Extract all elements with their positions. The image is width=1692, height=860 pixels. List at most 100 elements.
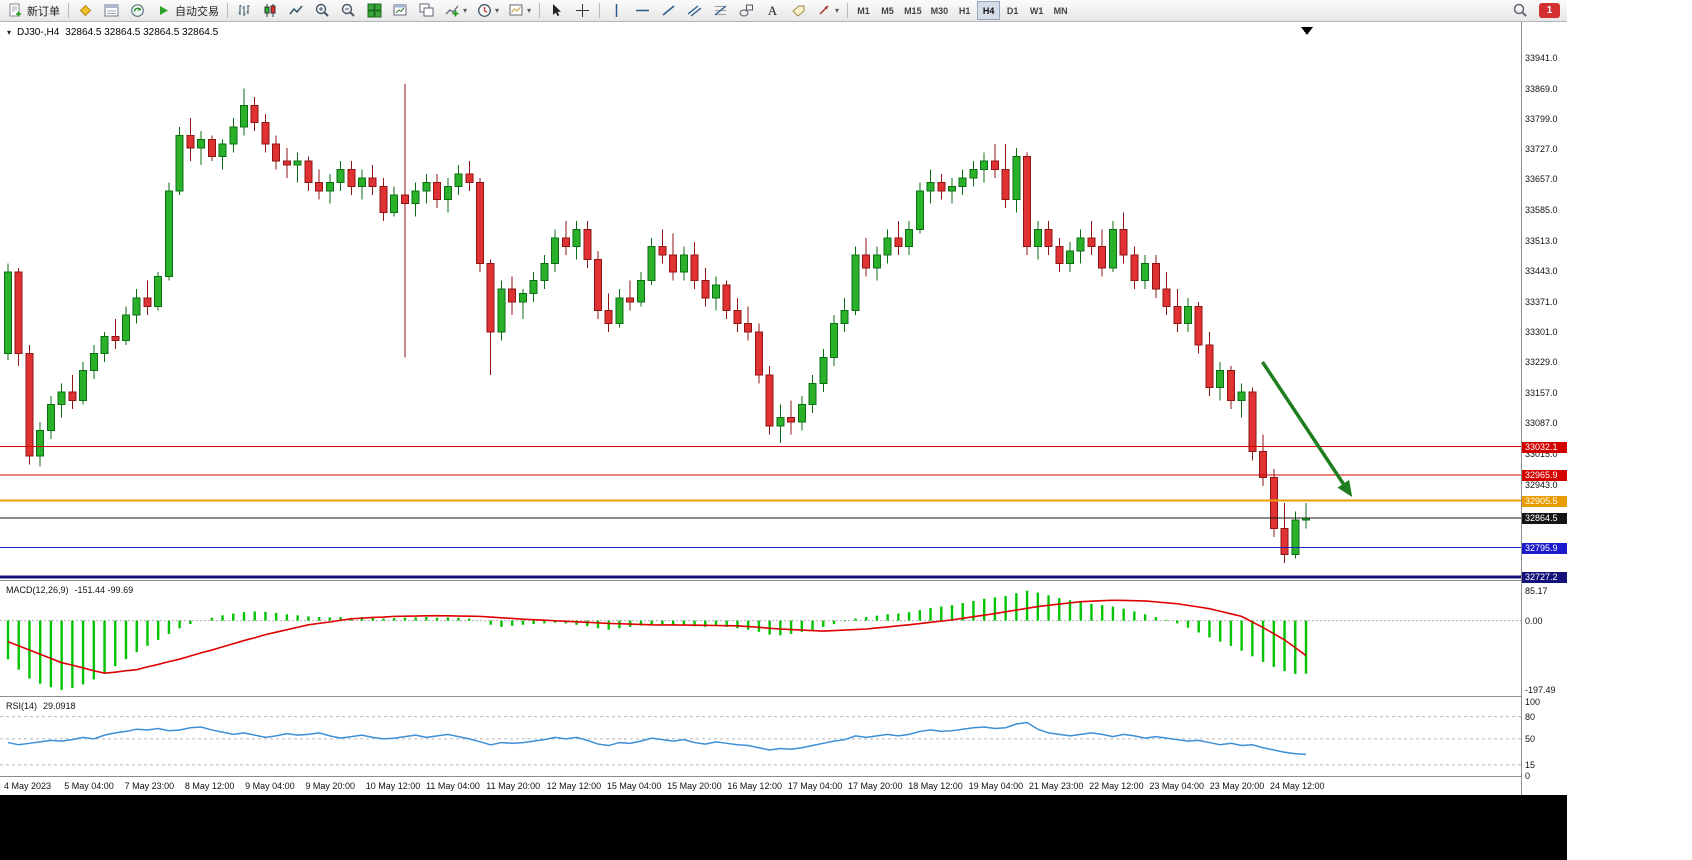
chart-dropdown-icon[interactable]: ▾ <box>7 28 12 37</box>
time-label: 15 May 04:00 <box>606 781 662 791</box>
periods-button[interactable]: ▾ <box>472 1 503 20</box>
zoom-out-button[interactable] <box>336 1 361 20</box>
search-button[interactable] <box>1508 1 1533 20</box>
time-label: 9 May 04:00 <box>245 781 295 791</box>
market-watch-button[interactable] <box>73 1 98 20</box>
line-chart-button[interactable] <box>284 1 309 20</box>
price-badge: 33032.1 <box>1522 441 1567 453</box>
timeframe-button-w1[interactable]: W1 <box>1029 5 1044 16</box>
tile-windows-button[interactable] <box>362 1 387 20</box>
search-icon <box>1513 3 1527 17</box>
time-scale[interactable]: 4 May 2023 5 May 04:00 7 May 23:00 8 May 12… <box>0 777 1521 795</box>
dropdown-arrow: ▾ <box>835 6 840 15</box>
chart-ohlc-values: 32864.5 32864.5 32864.5 32864.5 <box>65 27 219 38</box>
indicators-button[interactable]: ▾ <box>440 1 471 20</box>
price-badge: 32795.9 <box>1522 542 1567 554</box>
timeframe-button-m15[interactable]: M15 <box>904 5 922 16</box>
shapes-button[interactable] <box>734 1 759 20</box>
bar-chart-button[interactable] <box>232 1 257 20</box>
channel-button[interactable] <box>682 1 707 20</box>
horizontal-line-button[interactable] <box>630 1 655 20</box>
dropdown-arrow: ▾ <box>495 6 500 15</box>
chart-title: ▾ DJ30-,H4 32864.5 32864.5 32864.5 32864… <box>7 27 218 38</box>
toolbar-separator <box>599 3 601 18</box>
price-tick: 100 <box>1525 696 1541 707</box>
fibonacci-button[interactable] <box>708 1 733 20</box>
chart-symbol-period: DJ30-,H4 <box>17 27 60 38</box>
time-label: 8 May 12:00 <box>184 781 235 791</box>
macd-panel[interactable] <box>0 582 1521 696</box>
price-tick: 0 <box>1525 771 1531 781</box>
mt4-window: 新订单 自动交易 <box>0 0 1568 860</box>
timeframe-button-d1[interactable]: D1 <box>1006 5 1019 16</box>
toolbar: 新订单 自动交易 <box>0 0 1567 22</box>
crosshair-button[interactable] <box>570 1 595 20</box>
time-label: 11 May 04:00 <box>426 781 480 791</box>
price-scale[interactable]: 33941.0 33869.0 33799.0 33727.0 33657.0 33585… <box>1521 22 1568 795</box>
tile-windows-icon <box>367 3 382 18</box>
candle-chart-button[interactable] <box>258 1 283 20</box>
timeframe-button-mn[interactable]: MN <box>1053 5 1068 16</box>
autotrade-icon <box>160 6 168 15</box>
text-button[interactable]: A <box>760 1 785 20</box>
text-label-button[interactable] <box>786 1 811 20</box>
fibonacci-icon <box>714 5 727 16</box>
zoom-in-button[interactable] <box>310 1 335 20</box>
time-label: 17 May 20:00 <box>848 781 903 791</box>
cursor-button[interactable] <box>544 1 569 20</box>
price-tick: 33513.0 <box>1525 235 1558 246</box>
new-order-button[interactable]: 新订单 <box>3 1 64 20</box>
shapes-icon <box>739 4 754 17</box>
price-tick: 85.17 <box>1525 585 1548 596</box>
navigator-button[interactable] <box>125 1 150 20</box>
timeframe-button-m5[interactable]: M5 <box>881 5 894 16</box>
panel-splitter[interactable] <box>0 776 1567 777</box>
time-label: 7 May 23:00 <box>124 781 175 791</box>
data-window-icon <box>104 4 119 17</box>
zoom-out-icon <box>341 3 355 17</box>
autotrade-button[interactable]: 自动交易 <box>151 1 223 20</box>
notification-badge[interactable]: 1 <box>1539 3 1560 18</box>
price-tick: 32943.0 <box>1525 479 1558 490</box>
time-label: 22 May 12:00 <box>1089 781 1144 791</box>
arrows-button[interactable]: ▾ <box>812 1 843 20</box>
price-badge: 32864.5 <box>1522 513 1567 525</box>
periods-clock-icon <box>478 4 491 17</box>
price-tick: -197.49 <box>1525 684 1556 695</box>
time-label: 11 May 20:00 <box>486 781 541 791</box>
toolbar-separator <box>847 3 849 18</box>
toolbar-separator <box>539 3 541 18</box>
channel-icon <box>687 5 702 17</box>
rsi-panel[interactable] <box>0 698 1521 776</box>
time-label: 12 May 12:00 <box>546 781 602 791</box>
data-window-button[interactable] <box>99 1 124 20</box>
vertical-line-button[interactable] <box>604 1 629 20</box>
rsi-label: RSI(14) 29.0918 <box>6 701 76 711</box>
main-price-chart[interactable] <box>0 22 1521 580</box>
new-chart-button[interactable] <box>388 1 413 20</box>
price-tick: 33087.0 <box>1525 418 1558 429</box>
trendline-button[interactable] <box>656 1 681 20</box>
text-icon: A <box>768 3 778 18</box>
timeframe-button-m1[interactable]: M1 <box>857 5 870 16</box>
toolbar-separator <box>227 3 228 18</box>
price-tick: 33869.0 <box>1525 83 1558 94</box>
time-label: 16 May 12:00 <box>727 781 782 791</box>
timeframe-button-h1[interactable]: H1 <box>958 5 971 16</box>
panel-splitter[interactable] <box>0 580 1567 581</box>
new-order-icon <box>9 3 21 17</box>
price-badge: 32965.9 <box>1522 469 1567 481</box>
price-tick: 33657.0 <box>1525 174 1558 185</box>
bar-chart-icon <box>238 5 250 16</box>
profiles-icon <box>419 3 434 17</box>
price-tick: 50 <box>1525 733 1536 744</box>
timeframe-button-h4[interactable]: H4 <box>977 1 1001 20</box>
horizontal-line-icon <box>636 9 650 12</box>
indicators-icon <box>445 5 459 17</box>
templates-button[interactable]: ▾ <box>504 1 535 20</box>
profiles-button[interactable] <box>414 1 439 20</box>
panel-splitter[interactable] <box>0 696 1567 697</box>
time-label: 21 May 23:00 <box>1028 781 1084 791</box>
timeframe-button-m30[interactable]: M30 <box>930 5 949 16</box>
time-label: 17 May 04:00 <box>787 781 843 791</box>
